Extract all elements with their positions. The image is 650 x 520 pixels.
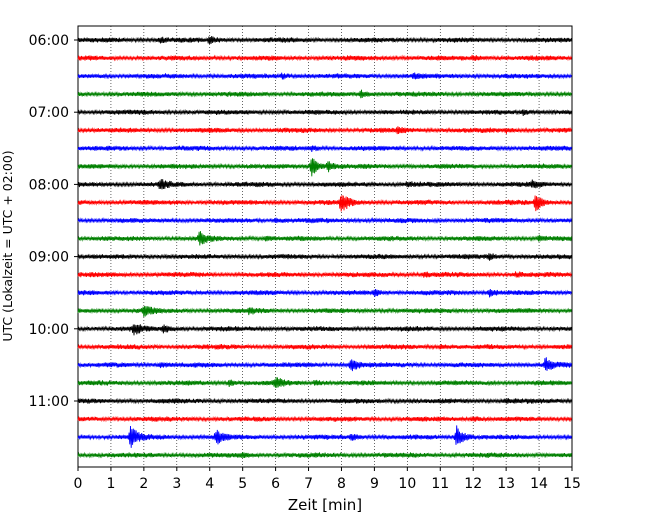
x-tick-label: 8 bbox=[337, 476, 346, 492]
trace-line bbox=[77, 36, 572, 44]
x-tick-label: 4 bbox=[205, 476, 214, 492]
x-tick-label: 0 bbox=[74, 476, 83, 492]
y-tick-label: 09:00 bbox=[29, 250, 69, 266]
trace-line bbox=[77, 397, 572, 405]
x-tick-label: 6 bbox=[271, 476, 280, 492]
x-tick-label: 1 bbox=[106, 476, 115, 492]
trace-line bbox=[77, 357, 572, 372]
x-tick-label: 2 bbox=[139, 476, 148, 492]
trace-line bbox=[77, 179, 572, 190]
trace-line bbox=[77, 195, 572, 212]
trace-line bbox=[77, 144, 572, 152]
trace-line bbox=[77, 306, 572, 317]
y-tick-label: 10:00 bbox=[29, 322, 69, 338]
x-axis-ticks: 0 1 2 3 4 5 6 7 8 9 10 11 12 13 14 15 bbox=[74, 467, 581, 492]
x-tick-label: 3 bbox=[172, 476, 181, 492]
x-tick-label: 10 bbox=[398, 476, 416, 492]
trace-line bbox=[77, 451, 572, 459]
y-axis-label: UTC (Lokalzeit = UTC + 02:00) bbox=[0, 150, 15, 341]
trace-line bbox=[77, 108, 572, 116]
trace-line bbox=[77, 126, 572, 135]
y-tick-label: 08:00 bbox=[29, 177, 69, 193]
trace-line bbox=[77, 415, 572, 423]
trace-line bbox=[77, 377, 572, 388]
x-tick-label: 5 bbox=[238, 476, 247, 492]
trace-line bbox=[77, 324, 572, 336]
trace-line bbox=[77, 343, 572, 351]
x-tick-label: 15 bbox=[563, 476, 581, 492]
trace-line bbox=[77, 288, 572, 298]
trace-line bbox=[77, 216, 572, 224]
x-tick-label: 12 bbox=[464, 476, 482, 492]
trace-line bbox=[77, 271, 572, 278]
x-tick-label: 13 bbox=[497, 476, 515, 492]
x-axis-label: Zeit [min] bbox=[288, 496, 362, 514]
x-tick-label: 11 bbox=[431, 476, 449, 492]
x-tick-label: 7 bbox=[304, 476, 313, 492]
trace-line bbox=[77, 425, 572, 448]
trace-line bbox=[77, 89, 572, 99]
x-tick-label: 9 bbox=[370, 476, 379, 492]
y-tick-label: 07:00 bbox=[29, 105, 69, 121]
seismogram-traces bbox=[77, 36, 572, 459]
plot-frame bbox=[77, 25, 573, 468]
y-tick-label: 11:00 bbox=[29, 394, 69, 410]
x-tick-label: 14 bbox=[530, 476, 548, 492]
trace-line bbox=[77, 54, 572, 62]
trace-line bbox=[77, 231, 572, 246]
trace-line bbox=[77, 72, 572, 80]
trace-line bbox=[77, 253, 572, 261]
y-tick-label: 06:00 bbox=[29, 33, 69, 49]
y-axis-ticks: 06:00 07:00 08:00 09:00 10:00 11:00 bbox=[29, 33, 78, 410]
trace-line bbox=[77, 158, 572, 177]
